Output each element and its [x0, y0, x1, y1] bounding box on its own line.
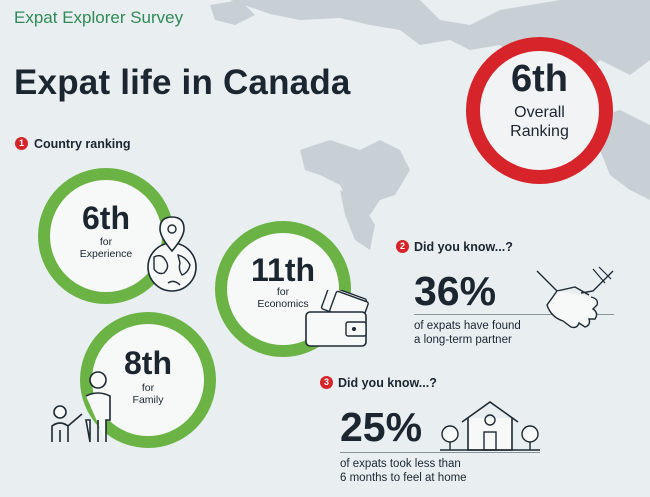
- globe-pin-icon: [147, 216, 197, 292]
- rank-family-for: for: [141, 382, 155, 394]
- home-desc-line2: 6 months to feel at home: [340, 472, 467, 484]
- wallet-icon: [305, 290, 369, 347]
- home-desc-line1: of expats took less than: [340, 458, 461, 470]
- handshake-icon: [536, 266, 614, 329]
- rank-experience: 6th: [82, 200, 130, 236]
- section-label-country-ranking: Country ranking: [34, 137, 131, 151]
- rank-economics-for: for: [276, 286, 290, 298]
- overall-rank: 6th: [511, 58, 568, 100]
- overall-label-line1: Overall: [514, 104, 565, 121]
- partner-desc-line1: of expats have found: [414, 320, 521, 332]
- rank-experience-category: Experience: [79, 248, 133, 260]
- page-title: Expat life in Canada: [14, 63, 351, 102]
- did-you-know-label: Did you know...?: [414, 240, 513, 254]
- home-percent: 25%: [340, 404, 423, 450]
- rank-economics-category: Economics: [257, 298, 309, 310]
- rank-family: 8th: [124, 345, 172, 381]
- divider: [414, 314, 614, 315]
- partner-percent: 36%: [414, 268, 497, 314]
- rank-experience-for: for: [99, 236, 113, 248]
- divider: [340, 452, 540, 453]
- rank-economics: 11th: [250, 252, 316, 288]
- section-number-badge: 3: [320, 376, 333, 389]
- survey-title: Expat Explorer Survey: [14, 8, 184, 27]
- did-you-know-label: Did you know...?: [338, 376, 437, 390]
- section-number-badge: 2: [396, 240, 409, 253]
- partner-desc-line2: a long-term partner: [414, 334, 512, 346]
- rank-family-category: Family: [132, 394, 164, 406]
- section-number-badge: 1: [15, 137, 28, 150]
- overall-label-line2: Ranking: [510, 123, 569, 140]
- family-icon: [51, 371, 111, 443]
- house-icon: [440, 401, 540, 451]
